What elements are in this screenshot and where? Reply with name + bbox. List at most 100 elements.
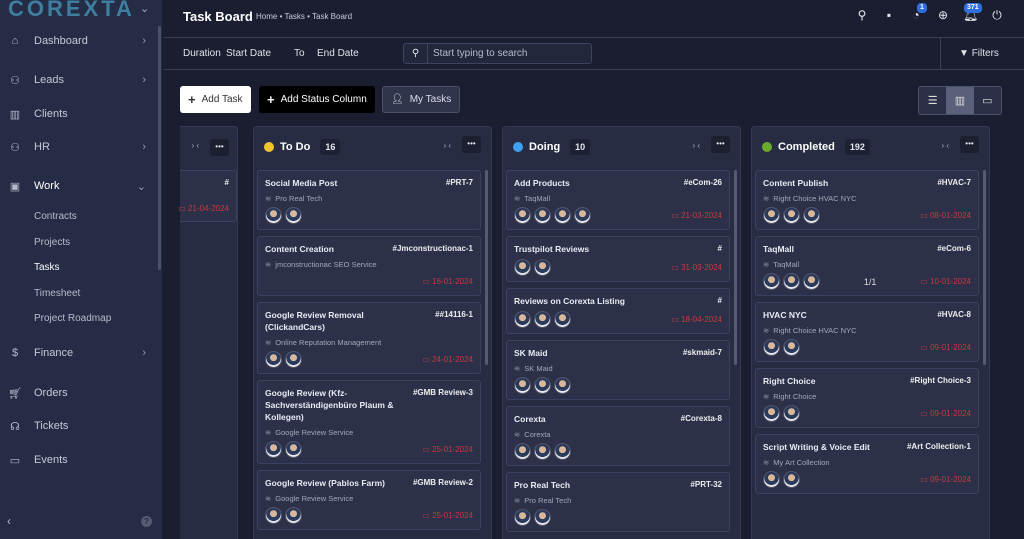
avatar[interactable]	[514, 259, 531, 276]
more-button[interactable]: •••	[210, 139, 229, 156]
avatar[interactable]	[554, 377, 571, 394]
task-card[interactable]: Content Publish #HVAC-7 ≋ Right Choice HVAC…	[755, 170, 979, 230]
help-icon[interactable]: ?	[141, 516, 152, 527]
plus-circle-icon[interactable]: ⊕	[937, 8, 949, 22]
task-card[interactable]: Corexta #Corexta-8 ≋ Corexta	[506, 406, 730, 466]
avatar[interactable]	[285, 441, 302, 458]
avatar[interactable]	[285, 507, 302, 524]
clock-icon[interactable]: ◔ 1	[909, 3, 927, 23]
avatar[interactable]	[534, 311, 551, 328]
avatar[interactable]	[265, 207, 282, 224]
task-card[interactable]: HVAC NYC #HVAC-8 ≋ Right Choice HVAC NYC ▭ 0…	[755, 302, 979, 362]
avatar[interactable]	[514, 509, 531, 526]
avatar[interactable]	[285, 207, 302, 224]
avatar[interactable]	[783, 471, 800, 488]
task-card[interactable]: Google Review (Kfz-Sachverständigenbüro …	[257, 380, 481, 464]
task-card[interactable]: Google Review (Pablos Farm) #GMB Review-2…	[257, 470, 481, 530]
sidebar-item-clients[interactable]: ▥ Clients	[0, 102, 158, 126]
end-date-input[interactable]: End Date	[317, 48, 359, 59]
collapse-icon[interactable]: › ‹	[191, 141, 199, 150]
task-card[interactable]: # ▭ 21-04-2024	[178, 170, 237, 222]
avatar[interactable]	[534, 207, 551, 224]
sticky-note-icon[interactable]: ▪	[886, 8, 892, 22]
avatar[interactable]	[783, 339, 800, 356]
column-scrollbar[interactable]	[734, 170, 737, 365]
avatar[interactable]	[763, 273, 780, 290]
sidebar-item-dashboard[interactable]: ⌂ Dashboard ›	[0, 29, 158, 53]
avatar[interactable]	[783, 207, 800, 224]
sidebar-scrollbar[interactable]	[158, 26, 161, 270]
avatar[interactable]	[554, 443, 571, 460]
power-icon[interactable]: ⏻	[992, 8, 1002, 22]
sidebar-item-tickets[interactable]: ☊ Tickets	[0, 414, 158, 438]
task-card[interactable]: Social Media Post #PRT-7 ≋ Pro Real Tech	[257, 170, 481, 230]
list-view-icon[interactable]: ☰	[927, 95, 938, 107]
avatar[interactable]	[574, 207, 591, 224]
sidebar-subitem-projects[interactable]: Projects	[34, 236, 71, 248]
avatar[interactable]	[514, 311, 531, 328]
avatar[interactable]	[265, 441, 282, 458]
task-card[interactable]: Reviews on Corexta Listing # ▭ 18-04-2024	[506, 288, 730, 334]
sidebar-item-hr[interactable]: ⚇ HR ›	[0, 135, 158, 159]
avatar[interactable]	[803, 273, 820, 290]
avatar[interactable]	[514, 443, 531, 460]
my-tasks-button[interactable]: 👤︎ My Tasks	[382, 86, 461, 113]
sidebar-subitem-timesheet[interactable]: Timesheet	[34, 287, 81, 299]
collapse-icon[interactable]: › ‹	[692, 141, 700, 150]
task-card[interactable]: Content Creation #Jmconstructionac-1 ≋ jmco…	[257, 236, 481, 296]
add-status-column-button[interactable]: + Add Status Column	[259, 86, 375, 113]
avatar[interactable]	[763, 207, 780, 224]
avatar[interactable]	[783, 405, 800, 422]
more-button[interactable]: •••	[960, 136, 979, 153]
more-button[interactable]: •••	[711, 136, 730, 153]
avatar[interactable]	[285, 351, 302, 368]
sidebar-item-events[interactable]: ▭ Events	[0, 448, 158, 472]
avatar[interactable]	[534, 509, 551, 526]
avatar[interactable]	[514, 377, 531, 394]
chevron-down-icon[interactable]: ⌄	[140, 3, 150, 15]
avatar[interactable]	[534, 259, 551, 276]
task-card[interactable]: Google Review Removal (ClickandCars) ##14…	[257, 302, 481, 374]
avatar[interactable]	[534, 377, 551, 394]
sidebar-item-orders[interactable]: 🛒︎ Orders	[0, 381, 158, 405]
sidebar-subitem-project-roadmap[interactable]: Project Roadmap	[34, 313, 112, 324]
search-icon[interactable]: ⚲	[857, 8, 867, 22]
sidebar-subitem-tasks[interactable]: Tasks	[34, 262, 60, 273]
task-card[interactable]: TaqMall #eCom-6 ≋ TaqMall 1/1 ▭ 10-01-2024	[755, 236, 979, 296]
avatar[interactable]	[763, 405, 780, 422]
start-date-input[interactable]: Start Date	[226, 48, 272, 59]
task-card[interactable]: SK Maid #skmaid-7 ≋ SK Maid	[506, 340, 730, 400]
task-card[interactable]: Add Products #eCom-26 ≋ TaqMall ▭ 21-03-2024	[506, 170, 730, 230]
task-card[interactable]: Right Choice #Right Choice-3 ≋ Right Choice…	[755, 368, 979, 428]
task-card[interactable]: Trustpilot Reviews # ▭ 31-03-2024	[506, 236, 730, 282]
avatar[interactable]	[554, 207, 571, 224]
sidebar-item-leads[interactable]: ⚇ Leads ›	[0, 68, 158, 92]
avatar[interactable]	[763, 339, 780, 356]
collapse-sidebar-icon[interactable]: ‹	[7, 514, 11, 528]
avatar[interactable]	[265, 351, 282, 368]
task-card[interactable]: Script Writing & Voice Edit #Art Collecti…	[755, 434, 979, 494]
add-task-button[interactable]: + Add Task	[180, 86, 251, 113]
sidebar-item-finance[interactable]: $ Finance ›	[0, 341, 158, 365]
avatar[interactable]	[265, 507, 282, 524]
task-card[interactable]: Pro Real Tech #PRT-32 ≋ Pro Real Tech	[506, 472, 730, 532]
avatar[interactable]	[514, 207, 531, 224]
collapse-icon[interactable]: › ‹	[941, 141, 949, 150]
bell-icon[interactable]: 🔔︎ 371	[963, 3, 982, 23]
column-scrollbar[interactable]	[485, 170, 488, 365]
avatar[interactable]	[554, 311, 571, 328]
sidebar-item-work[interactable]: ▣ Work ⌄	[0, 174, 158, 198]
avatar[interactable]	[803, 207, 820, 224]
more-button[interactable]: •••	[462, 136, 481, 153]
avatar[interactable]	[783, 273, 800, 290]
board-view-icon[interactable]: ▥	[946, 87, 974, 114]
avatar[interactable]	[534, 443, 551, 460]
calendar-view-icon[interactable]: ▭	[982, 95, 993, 107]
sidebar-subitem-contracts[interactable]: Contracts	[34, 211, 77, 222]
filters-button[interactable]: ▼ Filters	[959, 48, 999, 59]
column-scrollbar[interactable]	[983, 170, 986, 365]
breadcrumb[interactable]: Home • Tasks • Task Board	[256, 12, 353, 21]
collapse-icon[interactable]: › ‹	[443, 141, 451, 150]
search-input[interactable]	[428, 48, 578, 59]
avatar[interactable]	[763, 471, 780, 488]
